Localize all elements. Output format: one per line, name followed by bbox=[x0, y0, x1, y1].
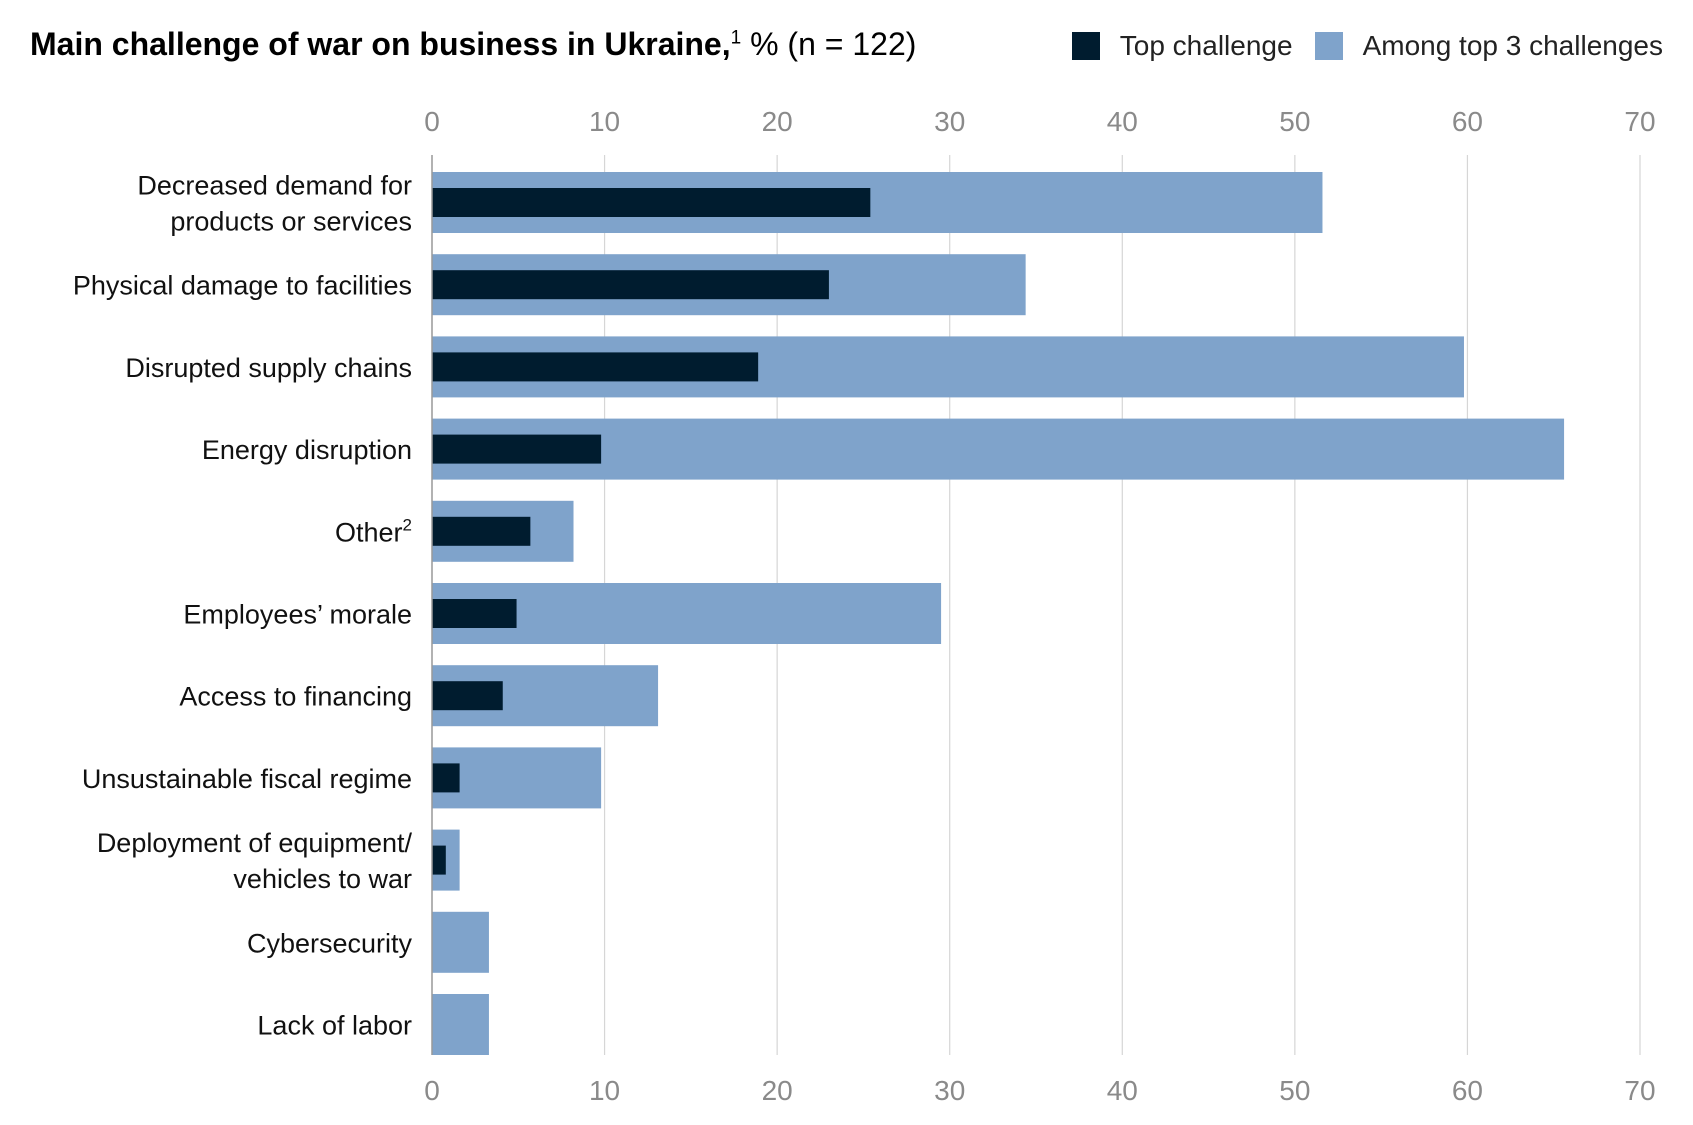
category-footnote: 2 bbox=[403, 515, 412, 534]
x-tick-label-top: 60 bbox=[1452, 106, 1483, 137]
x-tick-label-bottom: 40 bbox=[1107, 1075, 1138, 1106]
chart-title-main: Main challenge of war on business in Ukr… bbox=[30, 26, 731, 62]
x-tick-label-bottom: 0 bbox=[424, 1075, 440, 1106]
legend-item-top: Top challenge bbox=[1071, 30, 1293, 62]
category-label: vehicles to war bbox=[233, 864, 412, 894]
x-tick-label-top: 30 bbox=[934, 106, 965, 137]
category-label: Other2 bbox=[335, 515, 412, 547]
title-footnote: 1 bbox=[730, 27, 742, 49]
x-tick-label-top: 70 bbox=[1624, 106, 1655, 137]
category-label: products or services bbox=[170, 207, 412, 237]
x-tick-label-bottom: 70 bbox=[1624, 1075, 1655, 1106]
category-label: Disrupted supply chains bbox=[125, 353, 412, 383]
bar-top bbox=[432, 188, 871, 217]
category-label: Energy disruption bbox=[202, 435, 412, 465]
x-tick-label-top: 50 bbox=[1279, 106, 1310, 137]
bar-top bbox=[432, 434, 602, 464]
category-label: Unsustainable fiscal regime bbox=[82, 764, 412, 794]
x-tick-label-bottom: 50 bbox=[1279, 1075, 1310, 1106]
x-tick-label-bottom: 20 bbox=[762, 1075, 793, 1106]
legend-swatch-top bbox=[1071, 32, 1100, 60]
bar-top bbox=[432, 763, 460, 793]
legend-swatch-top3 bbox=[1314, 32, 1343, 60]
x-tick-label-bottom: 30 bbox=[934, 1075, 965, 1106]
category-label: Cybersecurity bbox=[247, 928, 413, 958]
category-label: Physical damage to facilities bbox=[73, 271, 412, 301]
legend-label-top3: Among top 3 challenges bbox=[1362, 30, 1663, 61]
x-tick-label-bottom: 60 bbox=[1452, 1075, 1483, 1106]
chart-title-suffix: % (n = 122) bbox=[741, 26, 917, 62]
category-label: Decreased demand for bbox=[137, 171, 412, 201]
x-tick-label-top: 20 bbox=[762, 106, 793, 137]
category-label: Access to financing bbox=[179, 682, 412, 712]
legend-item-top3: Among top 3 challenges bbox=[1314, 30, 1663, 62]
bar-top bbox=[432, 516, 531, 546]
chart-title: Main challenge of war on business in Ukr… bbox=[30, 26, 916, 63]
category-label: Deployment of equipment/ bbox=[97, 828, 413, 858]
legend-label-top: Top challenge bbox=[1119, 30, 1293, 61]
bar-top bbox=[432, 845, 446, 875]
bar-top bbox=[432, 599, 517, 628]
category-label: Employees’ morale bbox=[183, 600, 412, 630]
bar-top bbox=[432, 681, 503, 711]
x-tick-label-top: 0 bbox=[424, 106, 440, 137]
bar-top3 bbox=[432, 994, 489, 1055]
x-tick-label-top: 40 bbox=[1107, 106, 1138, 137]
legend: Top challenge Among top 3 challenges bbox=[1050, 30, 1663, 62]
bar-top3 bbox=[432, 747, 602, 809]
x-tick-label-top: 10 bbox=[589, 106, 620, 137]
bar-top3 bbox=[432, 583, 942, 644]
bar-top bbox=[432, 270, 829, 300]
x-tick-label-bottom: 10 bbox=[589, 1075, 620, 1106]
bar-top3 bbox=[432, 418, 1565, 480]
bar-top bbox=[432, 352, 759, 382]
category-label: Lack of labor bbox=[257, 1011, 412, 1041]
bar-top3 bbox=[432, 911, 489, 973]
